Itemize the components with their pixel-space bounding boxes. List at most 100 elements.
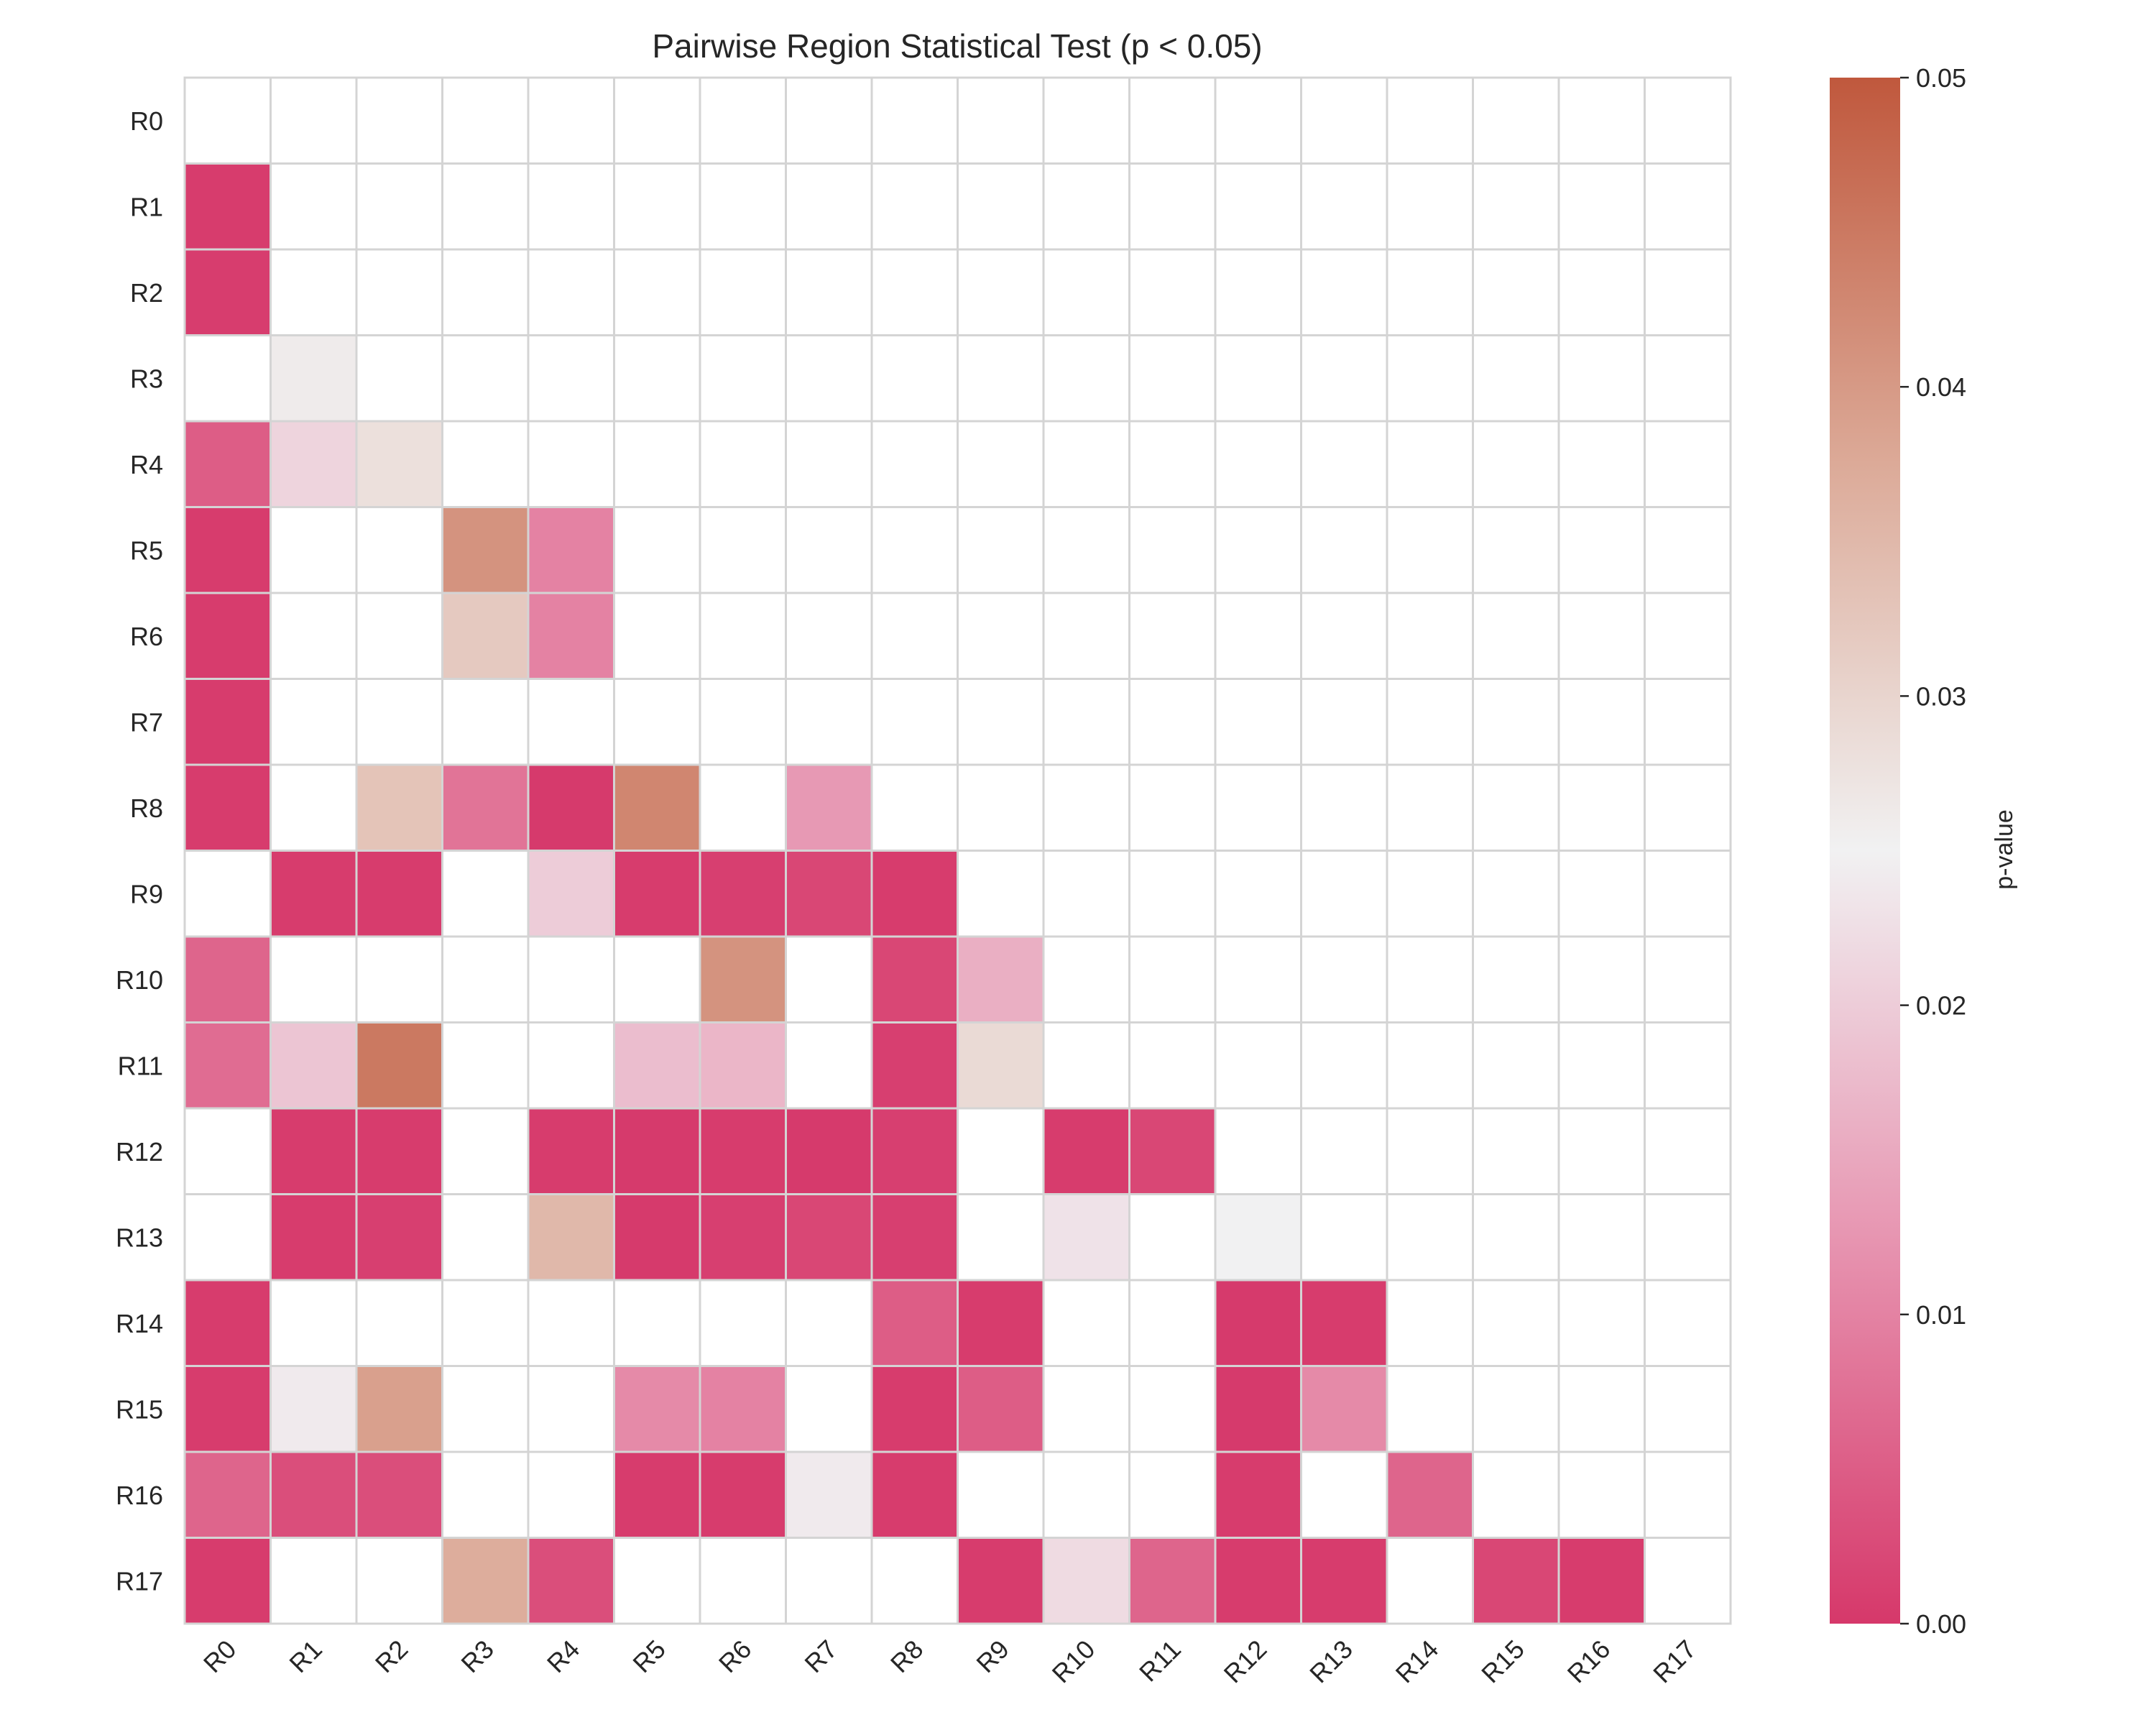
heatmap-cell-R13-R16 bbox=[1557, 1193, 1646, 1282]
heatmap-cell-R5-R7 bbox=[785, 506, 873, 594]
heatmap-cell-R1-R9 bbox=[957, 162, 1045, 251]
y-tick-label: R17 bbox=[116, 1566, 163, 1596]
heatmap-cell-R2-R7 bbox=[785, 248, 873, 336]
heatmap-cell-R13-R5 bbox=[613, 1193, 701, 1282]
heatmap-cell-R1-R10 bbox=[1042, 162, 1130, 251]
heatmap-cell-R1-R11 bbox=[1128, 162, 1217, 251]
heatmap-cell-R17-R15 bbox=[1472, 1537, 1560, 1625]
heatmap-cell-R11-R4 bbox=[527, 1021, 615, 1110]
heatmap-cell-R0-R14 bbox=[1386, 76, 1474, 165]
heatmap-cell-R6-R16 bbox=[1557, 592, 1646, 680]
heatmap-cell-R16-R3 bbox=[441, 1450, 530, 1539]
heatmap-cell-R2-R12 bbox=[1214, 248, 1302, 336]
heatmap-cell-R14-R0 bbox=[183, 1279, 272, 1367]
heatmap-cell-R5-R3 bbox=[441, 506, 530, 594]
heatmap-cell-R8-R4 bbox=[527, 763, 615, 852]
heatmap-cell-R14-R16 bbox=[1557, 1279, 1646, 1367]
heatmap-cell-R15-R4 bbox=[527, 1365, 615, 1453]
heatmap-cell-R11-R10 bbox=[1042, 1021, 1130, 1110]
heatmap-cell-R0-R5 bbox=[613, 76, 701, 165]
heatmap-cell-R8-R13 bbox=[1300, 763, 1388, 852]
heatmap-cell-R5-R6 bbox=[699, 506, 787, 594]
heatmap-cell-R2-R0 bbox=[183, 248, 272, 336]
heatmap-cell-R8-R1 bbox=[270, 763, 358, 852]
heatmap-cell-R12-R3 bbox=[441, 1107, 530, 1195]
heatmap-cell-R3-R15 bbox=[1472, 334, 1560, 423]
heatmap-cell-R9-R6 bbox=[699, 850, 787, 938]
heatmap-cell-R11-R11 bbox=[1128, 1021, 1217, 1110]
x-tick-label: R1 bbox=[283, 1634, 328, 1679]
heatmap-cell-R17-R13 bbox=[1300, 1537, 1388, 1625]
heatmap-cell-R10-R3 bbox=[441, 935, 530, 1024]
heatmap-cell-R8-R9 bbox=[957, 763, 1045, 852]
heatmap-cell-R6-R10 bbox=[1042, 592, 1130, 680]
heatmap-cell-R0-R17 bbox=[1644, 76, 1732, 165]
heatmap-cell-R10-R4 bbox=[527, 935, 615, 1024]
y-tick-label: R11 bbox=[118, 1051, 163, 1080]
heatmap-cell-R13-R6 bbox=[699, 1193, 787, 1282]
heatmap-cell-R12-R0 bbox=[183, 1107, 272, 1195]
heatmap-cell-R6-R11 bbox=[1128, 592, 1217, 680]
heatmap-cell-R1-R7 bbox=[785, 162, 873, 251]
heatmap-cell-R15-R2 bbox=[355, 1365, 443, 1453]
y-tick-label: R0 bbox=[130, 106, 163, 136]
heatmap-cell-R15-R10 bbox=[1042, 1365, 1130, 1453]
heatmap-cell-R4-R4 bbox=[527, 420, 615, 508]
heatmap-cell-R2-R17 bbox=[1644, 248, 1732, 336]
heatmap-cell-R11-R17 bbox=[1644, 1021, 1732, 1110]
x-tick-label: R7 bbox=[798, 1634, 843, 1679]
heatmap-cell-R14-R11 bbox=[1128, 1279, 1217, 1367]
heatmap-cell-R5-R17 bbox=[1644, 506, 1732, 594]
heatmap-cell-R10-R10 bbox=[1042, 935, 1130, 1024]
heatmap-cell-R17-R2 bbox=[355, 1537, 443, 1625]
heatmap-cell-R14-R7 bbox=[785, 1279, 873, 1367]
heatmap-cell-R3-R14 bbox=[1386, 334, 1474, 423]
x-tick-label: R3 bbox=[455, 1634, 499, 1679]
heatmap-cell-R6-R4 bbox=[527, 592, 615, 680]
heatmap-cell-R16-R17 bbox=[1644, 1450, 1732, 1539]
x-tick-label: R0 bbox=[198, 1634, 242, 1679]
heatmap-cell-R11-R12 bbox=[1214, 1021, 1302, 1110]
heatmap-cell-R3-R1 bbox=[270, 334, 358, 423]
heatmap-cell-R3-R5 bbox=[613, 334, 701, 423]
heatmap-cell-R6-R9 bbox=[957, 592, 1045, 680]
heatmap-cell-R12-R16 bbox=[1557, 1107, 1646, 1195]
heatmap-cell-R17-R3 bbox=[441, 1537, 530, 1625]
heatmap-cell-R2-R14 bbox=[1386, 248, 1474, 336]
heatmap-cell-R7-R13 bbox=[1300, 678, 1388, 766]
heatmap-cell-R5-R15 bbox=[1472, 506, 1560, 594]
heatmap-cell-R16-R11 bbox=[1128, 1450, 1217, 1539]
heatmap-cell-R9-R17 bbox=[1644, 850, 1732, 938]
y-tick-labels: R0 R1 R2 R3 R4 R5 R6 R7 R8 R9 R10 R11 R12 R13 R14 R15 R1… bbox=[116, 106, 163, 1596]
heatmap-cell-R2-R6 bbox=[699, 248, 787, 336]
heatmap-cell-R12-R14 bbox=[1386, 1107, 1474, 1195]
heatmap-cell-R7-R10 bbox=[1042, 678, 1130, 766]
heatmap-cell-R4-R7 bbox=[785, 420, 873, 508]
y-tick-label: R13 bbox=[116, 1223, 163, 1252]
heatmap-cell-R15-R8 bbox=[870, 1365, 959, 1453]
heatmap-cell-R15-R1 bbox=[270, 1365, 358, 1453]
heatmap-cell-R10-R9 bbox=[957, 935, 1045, 1024]
y-tick-label: R14 bbox=[116, 1309, 163, 1338]
heatmap-cell-R1-R12 bbox=[1214, 162, 1302, 251]
y-tick-label: R2 bbox=[130, 278, 163, 308]
heatmap-cell-R2-R4 bbox=[527, 248, 615, 336]
heatmap-cell-R17-R1 bbox=[270, 1537, 358, 1625]
heatmap-cell-R17-R7 bbox=[785, 1537, 873, 1625]
heatmap-cell-R2-R2 bbox=[355, 248, 443, 336]
heatmap-cell-R9-R1 bbox=[270, 850, 358, 938]
heatmap-cell-R17-R5 bbox=[613, 1537, 701, 1625]
colorbar-label: p-value bbox=[1991, 809, 2018, 890]
y-tick-label: R6 bbox=[130, 622, 163, 651]
x-tick-label: R4 bbox=[541, 1634, 586, 1679]
heatmap-cell-R16-R1 bbox=[270, 1450, 358, 1539]
heatmap-cell-R6-R3 bbox=[441, 592, 530, 680]
heatmap-cell-R0-R9 bbox=[957, 76, 1045, 165]
heatmap-cell-R9-R4 bbox=[527, 850, 615, 938]
heatmap-cell-R16-R0 bbox=[183, 1450, 272, 1539]
heatmap-cell-R13-R15 bbox=[1472, 1193, 1560, 1282]
colorbar-tick-label: 0.04 bbox=[1916, 372, 1966, 402]
heatmap-cell-R8-R0 bbox=[183, 763, 272, 852]
heatmap-cell-R14-R4 bbox=[527, 1279, 615, 1367]
heatmap-cell-R11-R5 bbox=[613, 1021, 701, 1110]
